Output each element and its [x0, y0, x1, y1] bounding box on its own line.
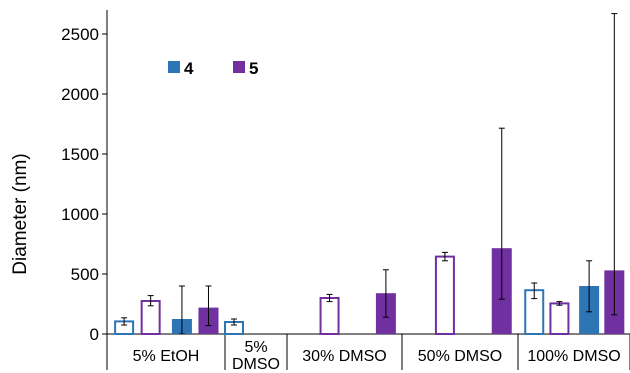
bar-5-outline	[549, 302, 570, 335]
y-tick-label: 1500	[61, 145, 99, 164]
bar-5-outline	[319, 297, 340, 335]
legend-label-4: 4	[184, 59, 194, 78]
chart-bars	[114, 248, 625, 336]
y-tick-label: 2000	[61, 85, 99, 104]
x-tick-label: 100% DMSO	[527, 348, 620, 365]
x-tick-label: 30% DMSO	[302, 348, 386, 365]
legend-swatch-5	[233, 61, 245, 73]
y-tick-label: 0	[90, 325, 99, 344]
y-tick-label: 500	[71, 265, 99, 284]
x-tick-label: 50% DMSO	[418, 348, 502, 365]
x-tick-label: 5%	[244, 339, 267, 356]
y-axis-label: Diameter (nm)	[10, 153, 31, 274]
y-tick-labels: 0 500 1000 1500 2000 2500	[61, 25, 99, 344]
legend-label-5: 5	[249, 59, 258, 78]
chart-error-bars	[121, 13, 618, 335]
x-tick-label: 5% EtOH	[133, 348, 200, 365]
legend-swatch-4	[168, 61, 180, 73]
x-tick-labels: 5% EtOH 5%DMSO 30% DMSO 50% DMSO 100% DMSO	[133, 339, 621, 373]
y-tick-label: 1000	[61, 205, 99, 224]
y-tick-label: 2500	[61, 25, 99, 44]
bar-5-outline	[434, 255, 455, 336]
x-tick-label: DMSO	[232, 356, 280, 373]
